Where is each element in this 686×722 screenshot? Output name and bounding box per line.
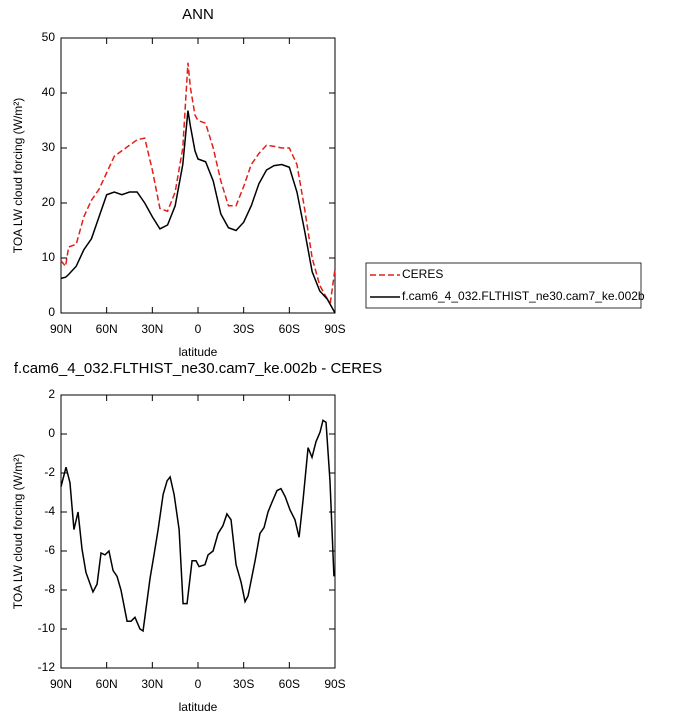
y-tick-label: -4 bbox=[44, 504, 55, 518]
y-tick-label: -10 bbox=[38, 621, 56, 635]
legend-label: CERES bbox=[402, 267, 443, 281]
x-tick-label: 0 bbox=[195, 677, 202, 691]
x-tick-label: 90N bbox=[50, 677, 72, 691]
x-tick-label: 30N bbox=[141, 322, 163, 336]
x-tick-label: 90S bbox=[324, 677, 345, 691]
y-tick-label: 20 bbox=[42, 195, 56, 209]
plot-frame bbox=[60, 394, 336, 669]
x-tick-label: 30N bbox=[141, 677, 163, 691]
chart-title: ANN bbox=[182, 6, 214, 23]
y-tick-label: -2 bbox=[44, 465, 55, 479]
y-tick-label: 10 bbox=[42, 250, 56, 264]
x-tick-label: 30S bbox=[233, 677, 254, 691]
x-tick-label: 60S bbox=[279, 677, 300, 691]
x-tick-label: 60N bbox=[96, 322, 118, 336]
plot-frame bbox=[60, 37, 336, 314]
y-tick-label: -12 bbox=[38, 660, 56, 674]
y-tick-label: 2 bbox=[48, 387, 55, 401]
x-tick-label: 90S bbox=[324, 322, 345, 336]
y-axis-label: TOA LW cloud forcing (W/m²) bbox=[11, 454, 25, 610]
data-line bbox=[60, 62, 336, 304]
y-tick-label: 40 bbox=[42, 85, 56, 99]
y-tick-label: 0 bbox=[48, 426, 55, 440]
legend-box bbox=[365, 262, 642, 309]
y-tick-label: 30 bbox=[42, 140, 56, 154]
legend-label: f.cam6_4_032.FLTHIST_ne30.cam7_ke.002b bbox=[402, 289, 645, 303]
y-tick-label: -8 bbox=[44, 582, 55, 596]
x-tick-label: 60N bbox=[96, 677, 118, 691]
x-tick-label: 0 bbox=[195, 322, 202, 336]
x-axis-label: latitude bbox=[179, 700, 218, 714]
y-tick-label: 0 bbox=[48, 305, 55, 319]
y-tick-label: 50 bbox=[42, 30, 56, 44]
data-line bbox=[60, 110, 336, 314]
x-tick-label: 30S bbox=[233, 322, 254, 336]
y-axis-label: TOA LW cloud forcing (W/m²) bbox=[11, 98, 25, 254]
x-tick-label: 90N bbox=[50, 322, 72, 336]
data-line bbox=[60, 419, 335, 633]
chart-title: f.cam6_4_032.FLTHIST_ne30.cam7_ke.002b -… bbox=[14, 360, 382, 377]
x-tick-label: 60S bbox=[279, 322, 300, 336]
y-tick-label: -6 bbox=[44, 543, 55, 557]
x-axis-label: latitude bbox=[179, 345, 218, 359]
